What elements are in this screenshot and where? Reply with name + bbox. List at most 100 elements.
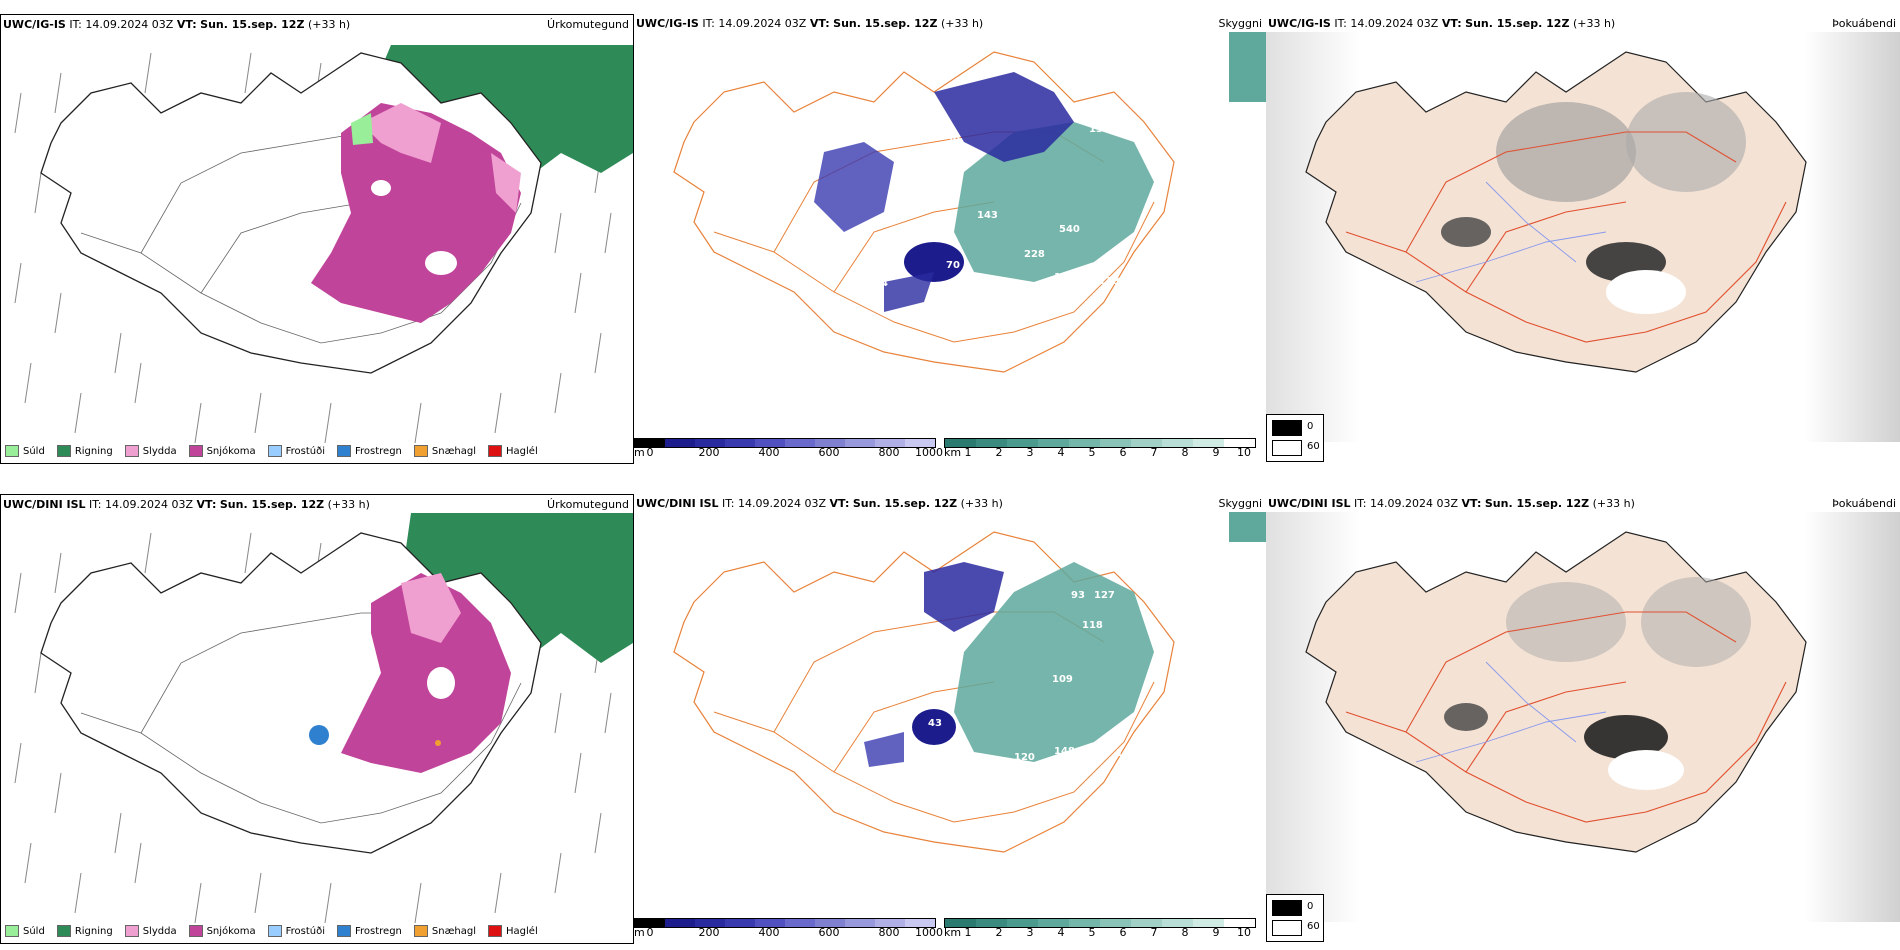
vis-number: 148 [1054,746,1075,757]
panel-type-label: Skyggni [1218,497,1262,510]
panel-type-label: Úrkomutegund [547,18,629,31]
it-value: 14.09.2024 03Z [1350,17,1439,30]
it-label: IT: [702,17,715,30]
panel-header: UWC/DINI ISL IT: 14.09.2024 03Z VT: Sun.… [636,497,1003,510]
legend-label: Slydda [142,445,177,457]
colorbar-tick: 3 [1026,446,1034,459]
height-colorbar: m 0 200 400 600 800 1000 [634,918,944,942]
legend-swatch [337,925,351,937]
fog-legend: 0 60 [1266,894,1324,942]
lead-time: (+33 h) [1572,17,1616,30]
panel-header: UWC/IG-IS IT: 14.09.2024 03Z VT: Sun. 15… [1268,17,1615,30]
vt-value: Sun. 15.sep. 12Z [833,17,938,30]
legend-swatch [488,925,503,937]
legend-label: Súld [23,925,45,937]
model-name: UWC/DINI ISL [636,497,719,510]
it-value: 14.09.2024 03Z [105,498,194,511]
fog-swatch-dark [1272,420,1302,436]
colorbar-boxes [634,438,936,448]
colorbar-tick: 800 [878,926,900,939]
legend-item: Frostúði [267,925,325,937]
fog-swatch-dark [1272,900,1302,916]
colorbar-tick: 2 [995,446,1003,459]
precip-legend: Súld Rigning Slydda Snjókoma Frostúði Fr… [5,445,538,457]
vis-number: 120 [1014,752,1035,763]
vis-number: 233 [1099,276,1120,287]
legend-label: Slydda [142,925,177,937]
legend-item: Rigning [56,925,113,937]
colorbar-tick: 800 [878,446,900,459]
legend-label: Frostregn [355,445,402,457]
legend-item: Slydda [124,925,177,937]
precip-type-panel-row2: UWC/DINI ISL IT: 14.09.2024 03Z VT: Sun.… [0,494,634,944]
legend-swatch [188,445,203,457]
legend-swatch [413,445,428,457]
vis-number: 43 [928,718,942,729]
colorbar-tick: 200 [698,446,720,459]
vis-number: 228 [1024,249,1045,260]
colorbar-tick: 0 [646,446,654,459]
colorbar-tick: 5 [1088,926,1096,939]
it-value: 14.09.2024 03Z [1370,497,1459,510]
colorbar-tick: 0 [646,926,654,939]
vis-number: 93 [1071,590,1085,601]
colorbar-tick: 5 [1088,446,1096,459]
fog-legend: 0 60 [1266,414,1324,462]
legend-swatch [413,925,428,937]
vis-number: 54 [874,278,888,289]
km-colorbar: km 1 2 3 4 5 6 7 8 9 10 [944,438,1264,462]
colorbar-tick: 1000 [915,926,943,939]
colorbar-unit: m [634,446,645,459]
legend-item: Snæhagl [413,445,477,457]
legend-label: Haglél [506,925,538,937]
panel-header: UWC/IG-IS IT: 14.09.2024 03Z VT: Sun. 15… [636,17,983,30]
lead-time: (+33 h) [327,498,370,511]
visibility-panel-row2: UWC/DINI ISL IT: 14.09.2024 03Z VT: Sun.… [634,494,1266,944]
colorbar-boxes [944,438,1256,448]
wind-barbs [14,52,612,443]
legend-label: Haglél [506,445,538,457]
vis-number: 118 [1082,620,1103,631]
legend-label: Frostregn [355,925,402,937]
colorbar-tick: 2 [995,926,1003,939]
legend-item: Snjókoma [188,445,256,457]
legend-swatch [188,925,203,937]
vis-number: 137 [1089,124,1110,135]
colorbar-tick: 7 [1150,446,1158,459]
colorbar-unit: km [944,446,962,459]
legend-item: Frostúði [267,445,325,457]
colorbar-unit: km [944,926,962,939]
legend-label: Rigning [74,925,113,937]
colorbar-tick: 10 [1237,446,1251,459]
legend-label: Súld [23,445,45,457]
legend-label: Snæhagl [431,445,477,457]
legend-item: Frostregn [337,925,402,937]
legend-label: Snjókoma [206,445,256,457]
legend-swatch [267,445,282,457]
vt-value: Sun. 15.sep. 12Z [852,497,958,510]
vt-label: VT: [809,17,830,30]
fog-swatch-light [1272,440,1302,456]
vt-value: Sun. 15.sep. 12Z [219,498,325,511]
legend-item: Frostregn [337,445,402,457]
panel-header: UWC/IG-IS IT: 14.09.2024 03Z VT: Sun. 15… [3,18,350,31]
vis-number: 70 [946,260,960,271]
panel-header: UWC/DINI ISL IT: 14.09.2024 03Z VT: Sun.… [3,498,370,511]
legend-item: Snjókoma [188,925,256,937]
panel-type-label: Úrkomutegund [547,498,629,511]
legend-swatch [488,445,503,457]
vt-value: Sun. 15.sep. 12Z [200,18,305,31]
colorbar-tick: 9 [1212,926,1220,939]
precip-map [14,45,633,443]
legend-item: Rigning [56,445,113,457]
legend-label: Snjókoma [206,925,256,937]
colorbar-tick: 400 [758,926,780,939]
legend-label: Frostúði [285,445,325,457]
colorbar-tick: 6 [1119,926,1127,939]
colorbar-tick: 3 [1026,926,1034,939]
precip-legend: Súld Rigning Slydda Snjókoma Frostúði Fr… [5,925,538,937]
visibility-map [673,512,1266,853]
colorbar-tick: 4 [1057,446,1065,459]
colorbar-tick: 7 [1150,926,1158,939]
fog-index-panel-row2: UWC/DINI ISL IT: 14.09.2024 03Z VT: Sun.… [1266,494,1900,944]
